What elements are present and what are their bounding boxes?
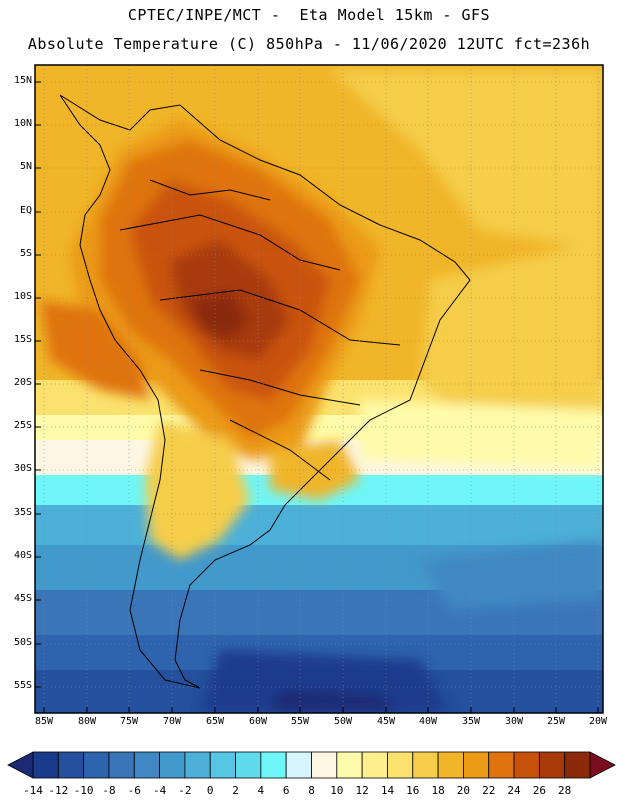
colorbar-label: 10 [330, 784, 344, 797]
lon-label: 85W [34, 716, 54, 727]
colorbar-label: 2 [232, 784, 239, 797]
lat-label: 20S [13, 377, 32, 388]
axis-ticks [35, 81, 599, 713]
lon-label: 20W [588, 716, 608, 727]
colorbar-swatch [387, 751, 414, 779]
title-line-2: Absolute Temperature (C) 850hPa - 11/06/… [27, 35, 591, 53]
colorbar-swatch [184, 751, 211, 779]
colorbar-swatch [32, 751, 59, 779]
colorbar-label: 22 [482, 784, 496, 797]
lat-label: 10N [13, 118, 32, 129]
lon-label: 60W [248, 716, 268, 727]
colorbar-label: 6 [282, 784, 290, 797]
colorbar-swatch [83, 751, 110, 779]
colorbar-label: 20 [456, 784, 471, 797]
lon-label: 30W [504, 716, 524, 727]
colorbar-label: 14 [380, 784, 395, 797]
lon-label: 75W [119, 716, 139, 727]
graticule [35, 65, 603, 713]
colorbar-swatch [108, 751, 135, 779]
lon-label: 45W [376, 716, 396, 727]
colorbar-label: 0 [206, 784, 214, 797]
colorbar-swatch [361, 751, 388, 779]
lat-label: 45S [13, 593, 32, 604]
colorbar-swatch [538, 751, 566, 779]
colorbar-swatch [513, 751, 540, 779]
lat-label: 5N [19, 161, 32, 172]
lat-label: 55S [13, 680, 32, 691]
colorbar-label: -6 [127, 784, 141, 797]
colorbar-label: -2 [178, 784, 192, 797]
colorbar-swatch [412, 751, 439, 779]
lat-label: 15S [13, 334, 32, 345]
colorbar-swatch [463, 751, 490, 779]
lat-label: 5S [19, 248, 32, 259]
lon-label: 50W [333, 716, 353, 727]
lat-label: EQ [19, 205, 32, 216]
lat-label: 25S [13, 420, 32, 431]
colorbar-swatch [488, 751, 515, 779]
colorbar-label: 24 [507, 784, 521, 797]
colorbar-swatch [336, 751, 363, 779]
colorbar-label: 26 [532, 784, 546, 797]
lat-label: 30S [13, 463, 32, 474]
colorbar-swatch [209, 751, 236, 779]
title-line-1: CPTEC/INPE/MCT - Eta Model 15km - GFS [127, 6, 491, 24]
colorbar-label: -10 [73, 784, 94, 797]
colorbar-label: 16 [406, 784, 420, 797]
lat-label: 50S [13, 637, 32, 648]
colorbar-label: -12 [48, 784, 69, 797]
lat-label: 10S [13, 291, 32, 302]
colorbar [32, 751, 591, 779]
colorbar-min-arrow [7, 751, 34, 779]
lon-label: 55W [290, 716, 310, 727]
colorbar-label: 12 [355, 784, 369, 797]
lon-label: 25W [546, 716, 566, 727]
lon-label: 40W [418, 716, 438, 727]
colorbar-swatch [260, 751, 287, 779]
lon-label: 35W [461, 716, 481, 727]
colorbar-swatch [159, 751, 186, 779]
lat-label: 15N [13, 75, 32, 86]
lat-label: 40S [13, 550, 32, 561]
colorbar-label: 8 [308, 784, 315, 797]
colorbar-swatch [133, 751, 160, 779]
colorbar-swatch [57, 751, 85, 779]
lat-label: 35S [13, 507, 32, 518]
lon-label: 70W [162, 716, 182, 727]
lon-label: 65W [205, 716, 225, 727]
lon-label: 80W [77, 716, 97, 727]
colorbar-swatch [311, 751, 338, 779]
map-frame [34, 64, 604, 714]
temperature-field [35, 65, 603, 713]
colorbar-label: 18 [431, 784, 445, 797]
colorbar-swatch [285, 751, 312, 779]
colorbar-label: -4 [152, 784, 167, 797]
colorbar-max-arrow [589, 751, 616, 779]
colorbar-swatch [437, 751, 464, 779]
colorbar-swatch [564, 751, 591, 779]
colorbar-label: 28 [558, 784, 572, 797]
colorbar-label: -8 [102, 784, 116, 797]
colorbar-label: -14 [23, 784, 43, 797]
colorbar-label: 4 [257, 784, 265, 797]
colorbar-swatch [235, 751, 262, 779]
